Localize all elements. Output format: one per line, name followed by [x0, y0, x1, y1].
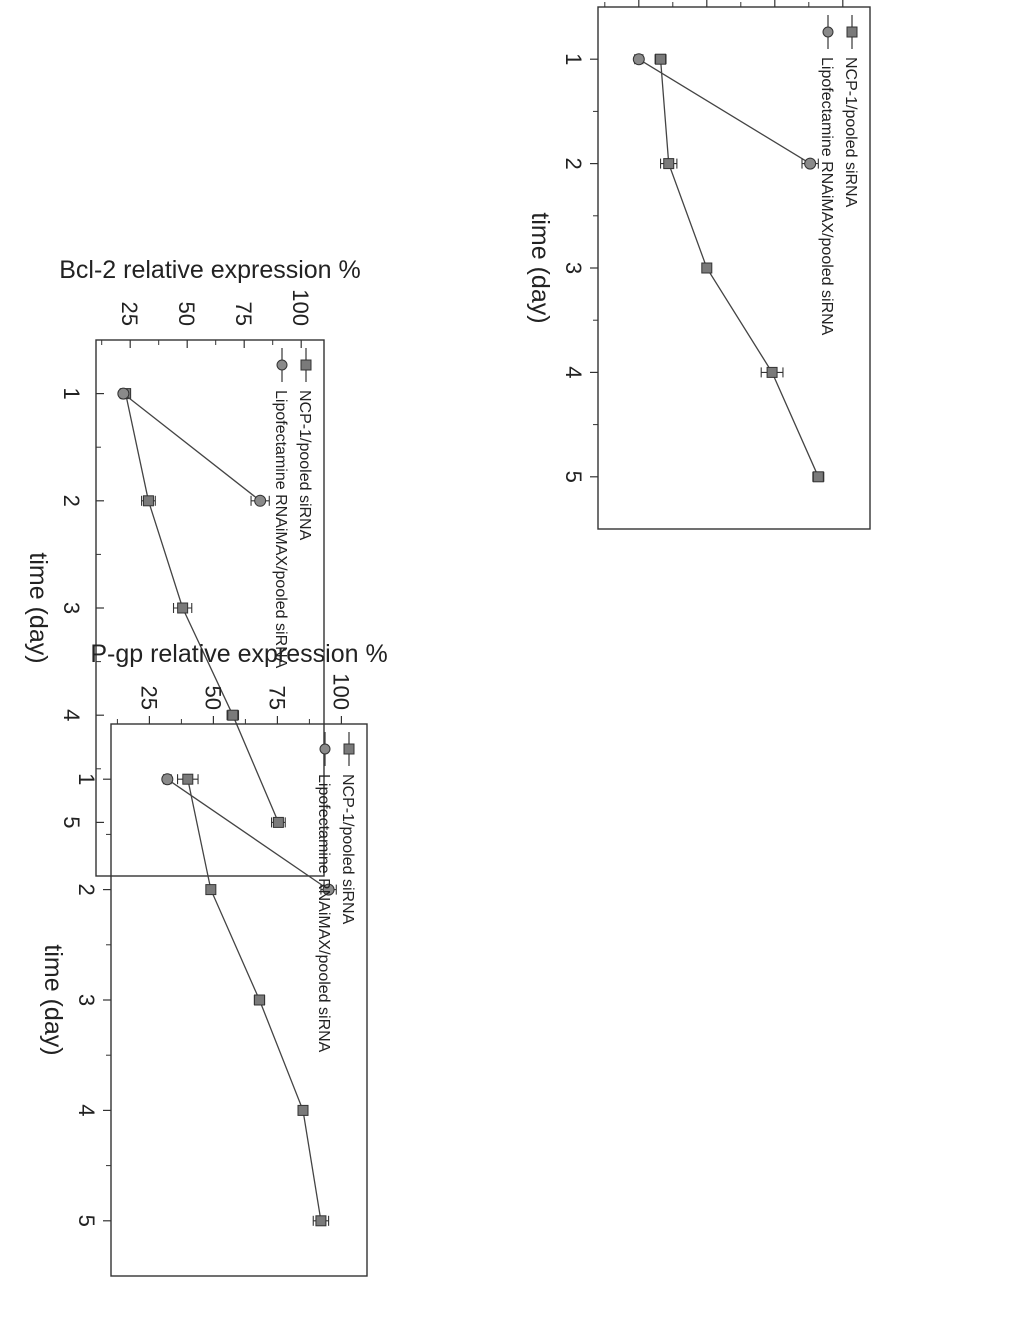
y-tick-label: 75	[231, 302, 256, 326]
y-tick-label: 50	[174, 302, 199, 326]
x-tick-label: 3	[74, 994, 99, 1006]
legend-marker-square	[846, 26, 858, 38]
x-tick-label: 1	[561, 53, 586, 65]
data-point-circle	[117, 387, 130, 400]
data-point-square	[205, 884, 217, 896]
data-point-square	[253, 994, 265, 1006]
legend-label: Lipofectamine RNAiMAX/pooled siRNA	[818, 57, 835, 336]
x-tick-label: 1	[59, 387, 84, 399]
chart-panel-2: 1 2 3 4 5 25 50 75 100 time (day) P-gp relative ex…	[39, 640, 388, 1277]
data-point-square	[182, 773, 194, 785]
x-tick-label: 5	[561, 471, 586, 483]
legend-marker-square	[300, 359, 312, 371]
series-line-2	[638, 58, 811, 165]
legend-label: NCP-1/pooled siRNA	[842, 57, 859, 208]
data-point-square	[812, 471, 824, 483]
x-tick-label: 4	[74, 1104, 99, 1116]
x-tick-label: 1	[74, 773, 99, 785]
data-point-circle	[322, 883, 335, 896]
data-point-square	[766, 366, 778, 378]
data-point-square	[227, 709, 239, 721]
x-tick-label: 3	[59, 602, 84, 614]
legend-marker-square	[343, 743, 355, 755]
x-tick-label: 2	[561, 157, 586, 169]
series-line-2	[122, 393, 261, 502]
x-tick-label: 5	[59, 816, 84, 828]
legend-marker-circle	[319, 743, 331, 755]
x-tick-label: 2	[74, 883, 99, 895]
data-point-square	[272, 816, 284, 828]
series-line-1	[125, 393, 279, 823]
data-point-square	[655, 53, 667, 65]
y-tick-label: 25	[136, 686, 161, 710]
x-tick-label: 3	[561, 262, 586, 274]
data-point-circle	[254, 494, 267, 507]
data-point-square	[663, 158, 675, 170]
data-point-square	[297, 1104, 309, 1116]
chart-panel-1: 1 2 3 4 5 25 50 75 100 time (day) Bcl-2 relative e…	[24, 256, 361, 877]
y-tick-label: 25	[117, 302, 142, 326]
legend-marker-circle	[276, 359, 288, 371]
y-tick-label: 50	[200, 686, 225, 710]
legend-label: Lipofectamine RNAiMAX/pooled siRNA	[272, 390, 289, 669]
data-point-square	[177, 602, 189, 614]
y-tick-label: 100	[288, 289, 313, 326]
data-point-square	[701, 262, 713, 274]
y-tick-label: 100	[328, 673, 353, 710]
data-point-square	[142, 495, 154, 507]
x-axis-title: time (day)	[39, 944, 67, 1055]
y-tick-label: 75	[264, 686, 289, 710]
x-tick-label: 4	[59, 709, 84, 721]
y-axis-title: Bcl-2 relative expression %	[59, 256, 361, 284]
x-tick-label: 5	[74, 1215, 99, 1227]
x-axis-title: time (day)	[24, 552, 52, 663]
legend-label: NCP-1/pooled siRNA	[296, 390, 313, 541]
x-axis-title: time (day)	[526, 212, 554, 323]
legend-marker-circle	[822, 26, 834, 38]
series-line-1	[659, 59, 819, 478]
data-point-circle	[632, 53, 645, 66]
data-point-circle	[804, 157, 817, 170]
legend-label: Lipofectamine RNAiMAX/pooled siRNA	[315, 774, 332, 1053]
y-axis-title: P-gp relative expression %	[90, 640, 387, 668]
x-tick-label: 2	[59, 495, 84, 507]
data-point-circle	[161, 773, 174, 786]
data-point-square	[315, 1215, 327, 1227]
series-line-2	[166, 778, 329, 891]
x-tick-label: 4	[561, 366, 586, 378]
legend-label: NCP-1/pooled siRNA	[339, 774, 356, 925]
